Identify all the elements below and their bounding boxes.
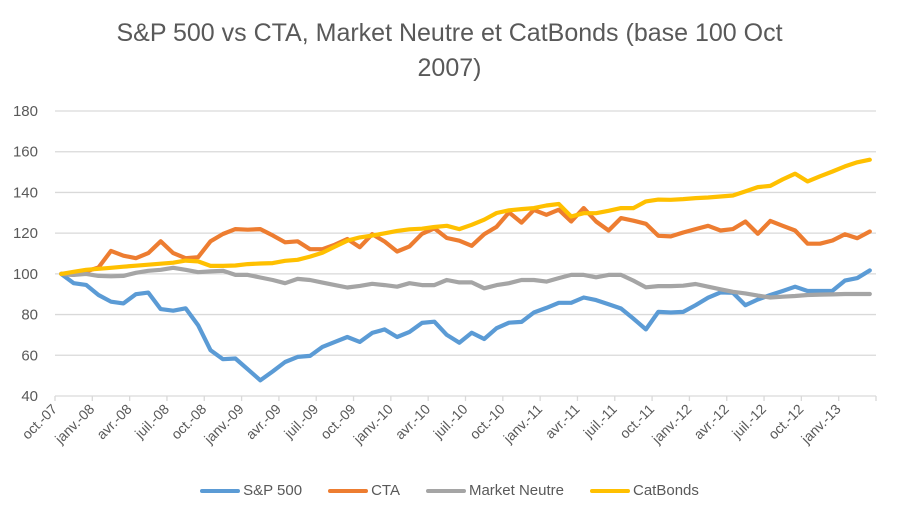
y-tick-label: 40: [21, 388, 38, 405]
y-tick-label: 60: [21, 347, 38, 364]
series-lines: [59, 157, 872, 383]
legend-swatch-catbonds: [590, 488, 630, 493]
y-tick-label: 140: [13, 184, 38, 201]
x-tick-label: janv.-13: [797, 401, 844, 448]
x-tick-label: juil.-09: [280, 401, 321, 442]
y-tick-label: 180: [13, 103, 38, 120]
x-tick-label: janv.-09: [200, 401, 247, 448]
legend-item-catbonds[interactable]: CatBonds: [590, 482, 699, 499]
y-tick-label: 100: [13, 266, 38, 283]
x-tick-label: juil.-12: [728, 401, 769, 442]
y-tick-label: 120: [13, 225, 38, 242]
legend-item-sp500[interactable]: S&P 500: [200, 482, 302, 499]
legend-swatch-cta: [328, 488, 369, 493]
legend-label-cta: CTA: [371, 482, 400, 499]
y-axis: 40 60 80 100 120 140 160 180: [13, 103, 38, 405]
x-tick-label: avr.-08: [93, 401, 135, 443]
chart-title-line-2: 2007): [417, 54, 482, 82]
series-line-market-neutre: [59, 265, 872, 300]
x-tick-label: juil.-11: [579, 401, 620, 442]
legend-item-market-neutre[interactable]: Market Neutre: [425, 482, 564, 499]
y-tick-label: 160: [13, 144, 38, 161]
legend-label-sp500: S&P 500: [243, 482, 303, 499]
x-tick-label: juil.-10: [429, 401, 470, 442]
legend-item-cta[interactable]: CTA: [328, 482, 400, 499]
gridlines: [55, 110, 876, 397]
legend-swatch-sp500: [200, 488, 241, 493]
x-tick-label: janv.-11: [499, 401, 545, 447]
y-tick-label: 80: [21, 307, 38, 324]
x-tick-label: avr.-09: [242, 401, 284, 443]
x-tick-label: janv.-10: [349, 401, 396, 448]
series-line-catbonds: [59, 157, 872, 276]
legend: S&P 500 CTA Market Neutre CatBonds: [0, 482, 899, 499]
x-tick-label: avr.-11: [542, 401, 583, 442]
legend-swatch-market-neutre: [425, 488, 466, 493]
chart-title-line-1: S&P 500 vs CTA, Market Neutre et CatBond…: [116, 19, 783, 47]
x-tick-label: avr.-12: [690, 401, 732, 443]
series-line-s-p-500: [59, 268, 872, 383]
legend-label-catbonds: CatBonds: [633, 482, 699, 499]
x-tick-label: juil.-08: [131, 401, 172, 442]
series-line-cta: [59, 206, 872, 277]
x-tick-label: janv.-08: [51, 401, 98, 448]
x-axis: oct.-07janv.-08avr.-08juil.-08oct.-08jan…: [19, 396, 877, 448]
x-tick-label: janv.-12: [648, 401, 695, 448]
legend-label-market-neutre: Market Neutre: [468, 482, 564, 499]
x-tick-label: avr.-10: [392, 401, 434, 443]
chart-title: S&P 500 vs CTA, Market Neutre et CatBond…: [0, 16, 899, 86]
